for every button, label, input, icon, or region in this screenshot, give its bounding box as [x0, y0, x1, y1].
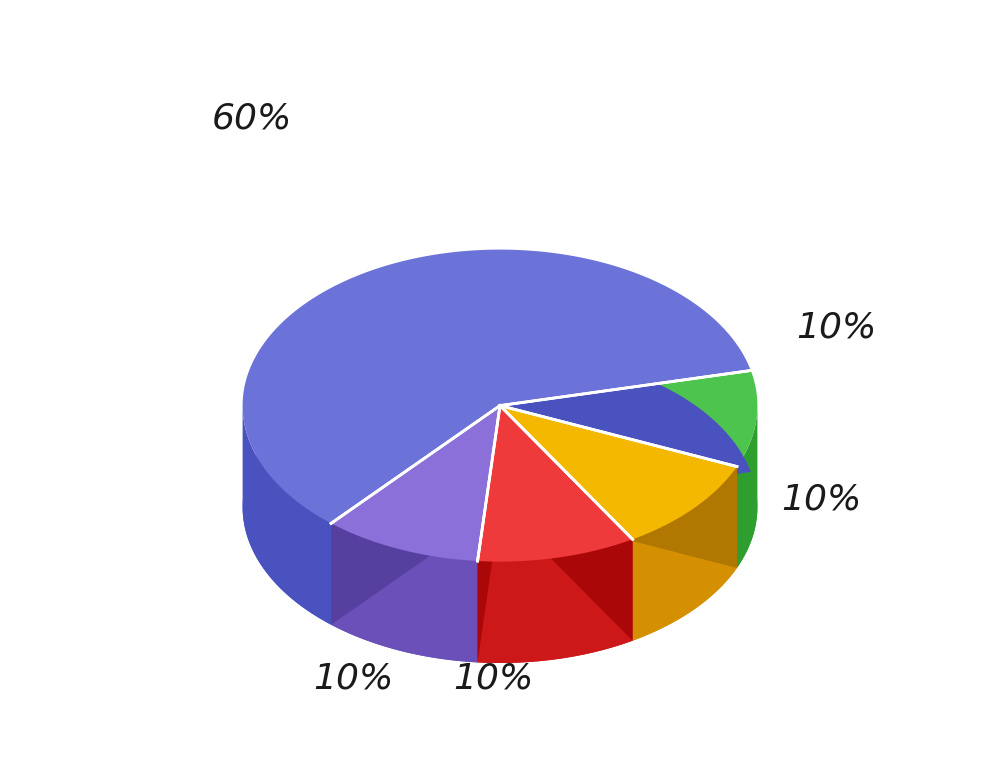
Polygon shape [478, 406, 633, 562]
Polygon shape [633, 466, 737, 640]
Polygon shape [331, 507, 500, 662]
Polygon shape [500, 406, 737, 539]
Polygon shape [331, 406, 500, 625]
Polygon shape [500, 406, 737, 568]
Polygon shape [500, 406, 737, 568]
Polygon shape [500, 472, 757, 568]
Text: 60%: 60% [211, 101, 292, 136]
Polygon shape [500, 406, 633, 640]
Polygon shape [478, 406, 500, 662]
Text: 10%: 10% [781, 482, 861, 516]
Polygon shape [331, 523, 478, 662]
Polygon shape [331, 406, 500, 625]
Text: 10%: 10% [796, 310, 877, 345]
Polygon shape [478, 539, 633, 663]
Polygon shape [331, 406, 500, 561]
Polygon shape [243, 250, 751, 523]
Polygon shape [500, 370, 757, 466]
Polygon shape [737, 406, 757, 568]
Polygon shape [478, 507, 633, 663]
Polygon shape [243, 351, 751, 625]
Polygon shape [500, 406, 633, 640]
Polygon shape [243, 407, 331, 625]
Text: 10%: 10% [313, 661, 393, 696]
Polygon shape [500, 507, 737, 640]
Polygon shape [478, 406, 500, 662]
Text: 10%: 10% [453, 661, 534, 696]
